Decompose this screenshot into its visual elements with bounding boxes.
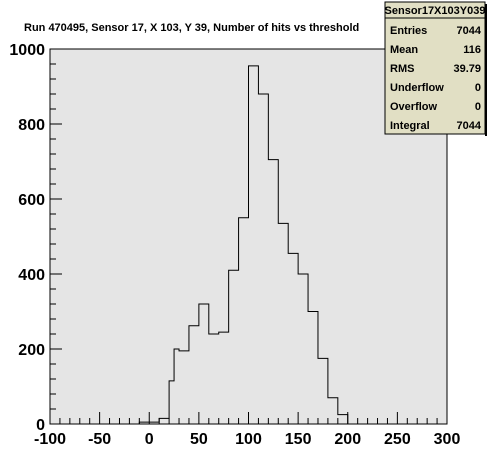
x-tick-label: 300	[434, 431, 461, 448]
stats-row-value: 0	[475, 82, 481, 94]
x-tick-label: 250	[384, 431, 411, 448]
y-tick-label: 600	[18, 192, 45, 209]
y-tick-label: 1000	[9, 42, 45, 59]
stats-row-value: 0	[475, 101, 481, 113]
stats-row-label: Overflow	[390, 101, 438, 113]
x-tick-label: 150	[285, 431, 312, 448]
stats-row-value: 39.79	[453, 63, 481, 75]
stats-row-value: 7044	[457, 25, 482, 37]
stats-box-shadow	[485, 4, 487, 136]
chart-title: Run 470495, Sensor 17, X 103, Y 39, Numb…	[24, 22, 359, 34]
stats-row-value: 116	[463, 44, 481, 56]
stats-box-title: Sensor17X103Y039	[385, 5, 486, 17]
x-tick-label: 200	[334, 431, 361, 448]
stats-row-value: 7044	[457, 120, 482, 132]
x-tick-label: 100	[235, 431, 262, 448]
histogram-bars	[138, 65, 358, 425]
x-tick-label: 50	[190, 431, 208, 448]
stats-row-label: Integral	[390, 120, 430, 132]
stats-box: Sensor17X103Y039 Entries 7044 Mean 116 RMS 39…	[384, 1, 487, 136]
x-axis: -100 -50 0 50 100 150 200 250 300	[34, 412, 460, 448]
y-tick-label: 200	[18, 342, 45, 359]
stats-rows: Entries 7044 Mean 116 RMS 39.79 Underflow 0 Over…	[390, 25, 482, 132]
stats-row-label: Mean	[390, 44, 418, 56]
stats-row-label: Entries	[390, 25, 427, 37]
stats-box-frame	[384, 1, 486, 135]
y-tick-label: 800	[18, 117, 45, 134]
y-tick-label: 0	[36, 417, 45, 434]
x-tick-label: -100	[34, 431, 66, 448]
stats-row-label: Underflow	[390, 82, 444, 94]
x-tick-label: -50	[88, 431, 111, 448]
x-tick-label: 0	[145, 431, 154, 448]
y-tick-label: 400	[18, 267, 45, 284]
stats-row-label: RMS	[390, 63, 414, 75]
histogram-outline	[138, 65, 358, 425]
y-axis: 0 200 400 600 800 1000	[9, 42, 62, 434]
